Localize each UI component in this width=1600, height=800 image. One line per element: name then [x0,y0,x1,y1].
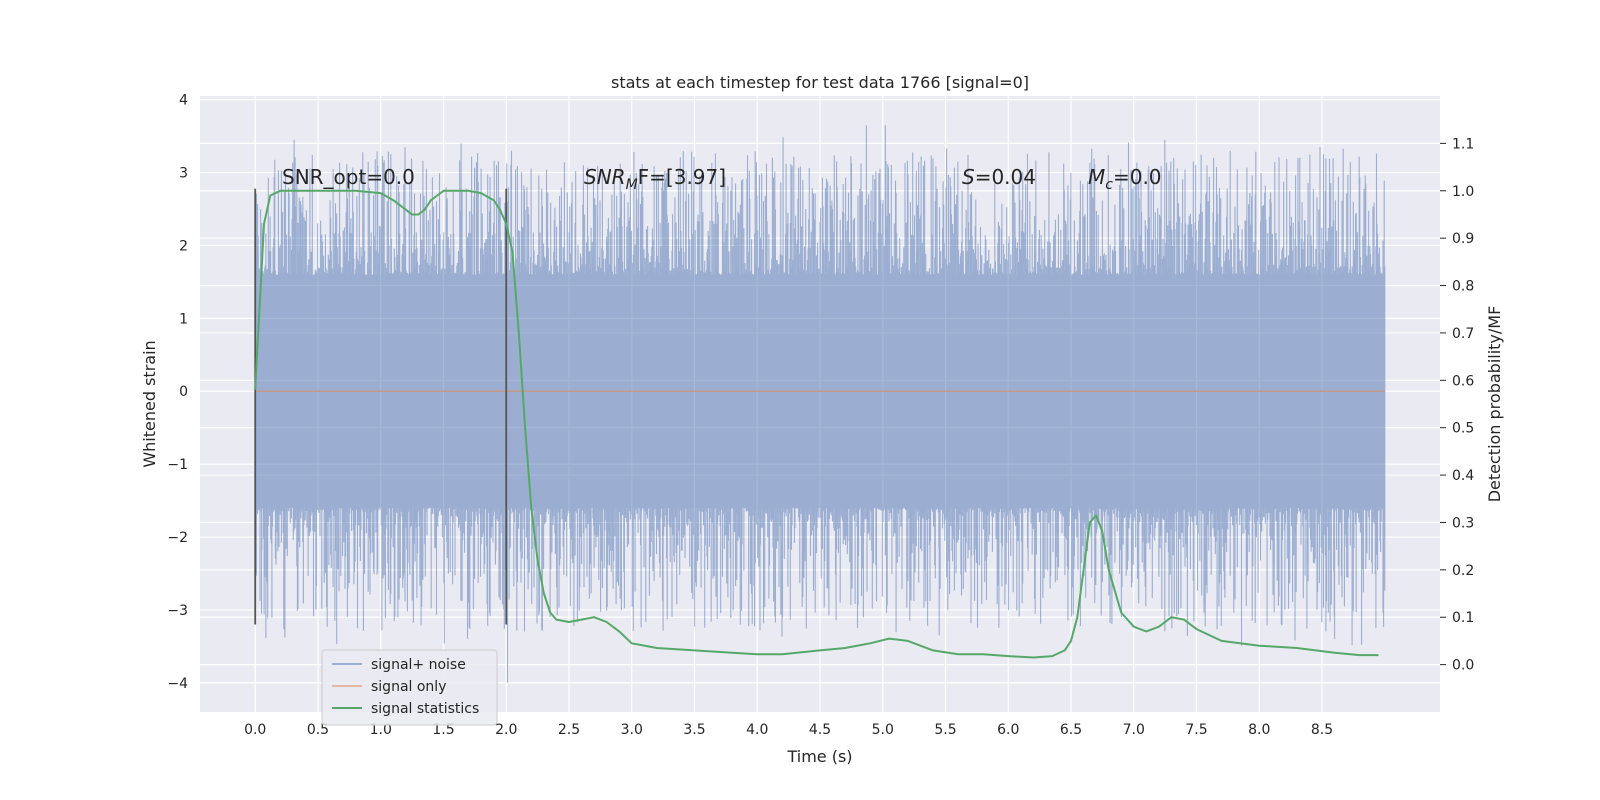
legend-box [321,649,498,726]
right-y-tick-label: 1.1 [1452,136,1474,152]
right-y-tick-label: 0.4 [1452,468,1474,484]
signal-statistics-series [254,189,1379,659]
window-markers [254,188,508,625]
right-y-tick-label: 0.8 [1452,279,1474,295]
left-y-axis-label: Whitened strain [140,340,159,467]
annotation-mc: Mc=0.0 [1088,165,1162,193]
legend-label-signal-only: signal only [371,679,446,695]
right-y-tick-label: 0.0 [1452,658,1474,674]
x-tick-label: 3.5 [683,722,705,738]
left-y-tick-label: 3 [179,166,188,182]
right-y-tick-label: 1.0 [1452,184,1474,200]
x-tick-label: 2.5 [558,722,580,738]
right-y-tick-label: 0.2 [1452,563,1474,579]
x-tick-label: 0.5 [307,722,329,738]
x-tick-label: 7.0 [1123,722,1145,738]
x-tick-label: 6.5 [1060,722,1082,738]
right-y-tick-label: 0.9 [1452,231,1474,247]
left-y-tick-label: 1 [179,311,188,327]
annotation-snr-mf: SNRMF=[3.97] [584,165,726,193]
chart-title: stats at each timestep for test data 176… [611,73,1029,92]
legend-label-signal-noise: signal+ noise [371,657,466,673]
x-tick-label: 3.0 [621,722,643,738]
right-y-tick-label: 0.5 [1452,421,1474,437]
left-y-tick-label: 2 [179,238,188,254]
x-tick-label: 0.0 [244,722,266,738]
annotation-s: S=0.04 [962,165,1036,189]
x-tick-label: 5.5 [934,722,956,738]
x-axis-label: Time (s) [786,747,852,766]
left-y-tick-label: −1 [167,457,188,473]
x-tick-label: 1.5 [432,722,454,738]
legend-label-signal-statistics: signal statistics [371,701,479,717]
left-y-tick-label: 4 [179,93,188,109]
x-tick-label: 2.0 [495,722,517,738]
annotation-snr-opt: SNR_opt=0.0 [282,165,415,189]
x-tick-label: 8.5 [1311,722,1333,738]
legend: signal+ noise signal only signal statist… [321,649,498,726]
left-y-ticks: 4 3 2 1 0 −1 −2 −3 −4 [167,93,188,692]
x-tick-label: 6.0 [997,722,1019,738]
right-y-tick-label: 0.1 [1452,610,1474,626]
signal-statistics-line [254,189,1379,659]
x-tick-label: 4.0 [746,722,768,738]
right-y-axis-label: Detection probability/MF [1485,306,1504,503]
x-ticks: 0.0 0.5 1.0 1.5 2.0 2.5 3.0 3.5 4.0 4.5 5.0 5.5 6.0 6… [244,722,1333,738]
left-y-tick-label: −3 [167,603,188,619]
right-y-tick-label: 0.7 [1452,326,1474,342]
x-tick-label: 8.0 [1248,722,1270,738]
x-tick-label: 7.5 [1185,722,1207,738]
right-y-tick-label: 0.6 [1452,373,1474,389]
left-y-tick-label: 0 [179,384,188,400]
left-y-tick-label: −2 [167,530,188,546]
right-y-ticks: 1.1 1.0 0.9 0.8 0.7 0.6 0.5 0.4 0.3 0.2 0.1 0.0 [1440,136,1474,674]
left-y-tick-label: −4 [167,676,188,692]
x-tick-label: 5.0 [872,722,894,738]
x-tick-label: 1.0 [370,722,392,738]
x-tick-label: 4.5 [809,722,831,738]
right-y-tick-label: 0.3 [1452,515,1474,531]
